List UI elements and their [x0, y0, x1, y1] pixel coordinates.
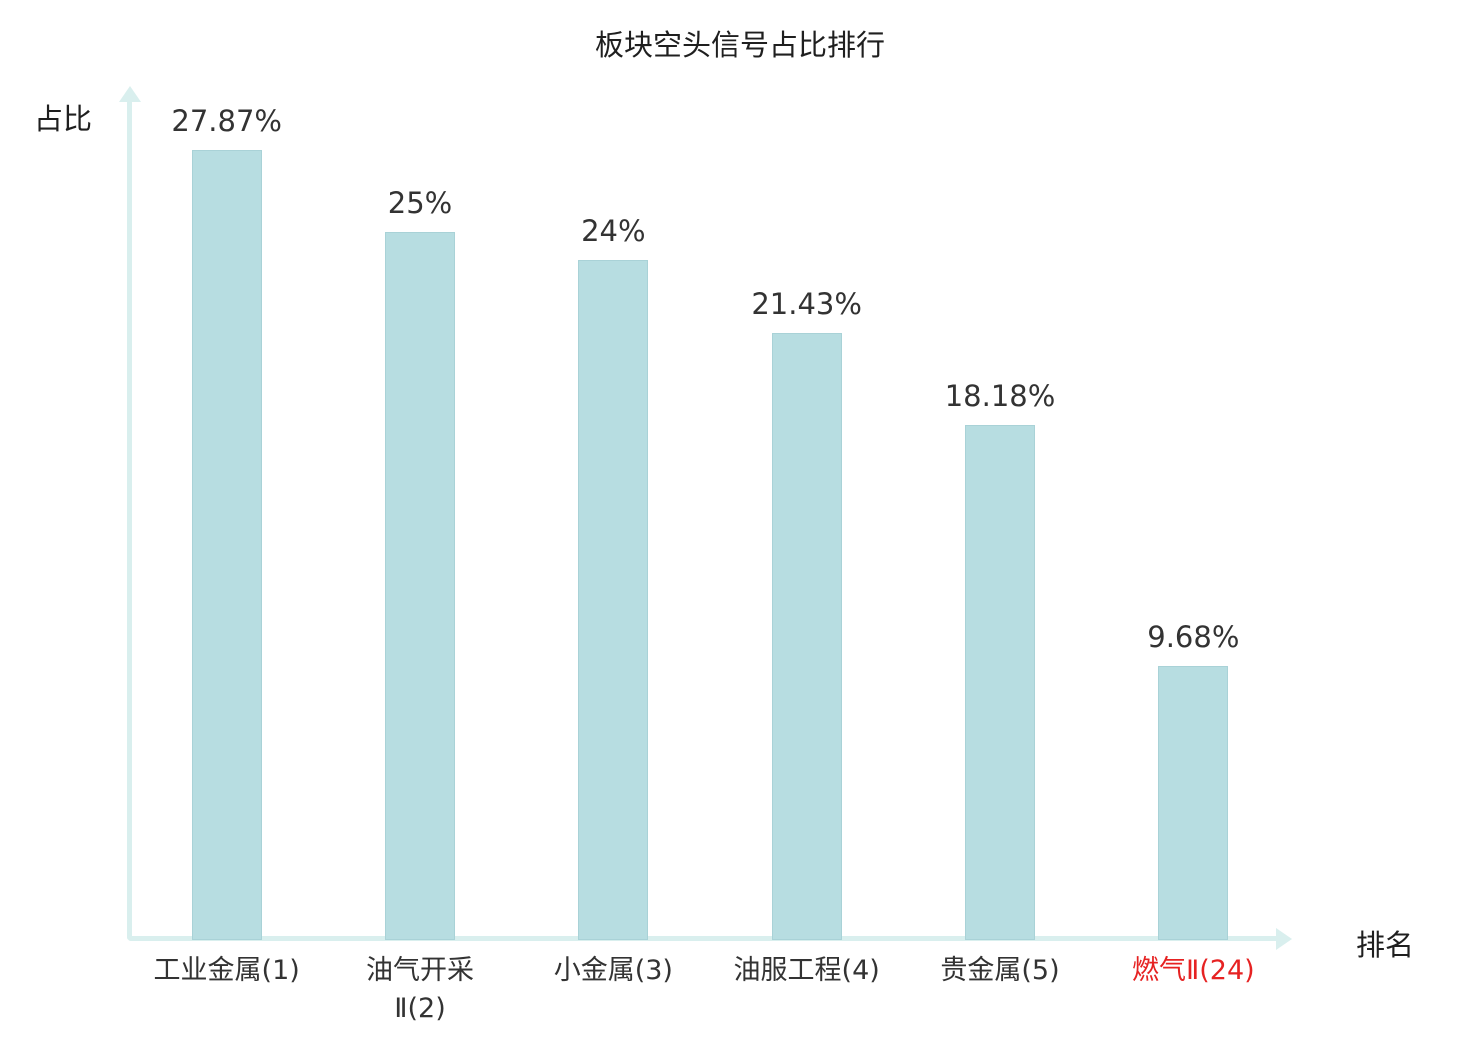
value-label: 27.87% [171, 104, 282, 138]
value-label: 21.43% [751, 287, 862, 321]
bar-2 [385, 232, 455, 940]
x-axis-line [128, 936, 1280, 941]
x-axis-arrow-icon [1276, 928, 1292, 950]
category-label: 燃气Ⅱ(24) [1131, 955, 1255, 986]
value-label: 24% [581, 214, 646, 248]
bar-4 [771, 333, 842, 940]
category-label: 小金属(3) [553, 955, 673, 986]
y-axis-label: 占比 [34, 102, 93, 136]
bar-5 [965, 425, 1035, 940]
chart-title: 板块空头信号占比排行 [594, 28, 885, 62]
bar-3 [578, 260, 649, 940]
y-axis-arrow-icon [119, 86, 141, 102]
category-label: 贵金属(5) [940, 955, 1060, 986]
value-label: 25% [387, 186, 453, 220]
category-label: 工业金属(1) [153, 955, 300, 986]
value-label: 18.18% [944, 379, 1056, 413]
value-label: 9.68% [1147, 620, 1240, 654]
plot-area: 27.87% 工业金属(1) 25% 油气开采 Ⅱ(2) 24% 小金属(3) 21.43%… [130, 90, 1290, 1024]
y-axis-line [127, 100, 132, 940]
category-label: 油服工程(4) [733, 955, 880, 986]
x-axis-label: 排名 [1356, 928, 1415, 962]
bar-6 [1158, 666, 1229, 940]
bar-1 [191, 150, 262, 940]
category-label: 油气开采 Ⅱ(2) [366, 955, 474, 1024]
